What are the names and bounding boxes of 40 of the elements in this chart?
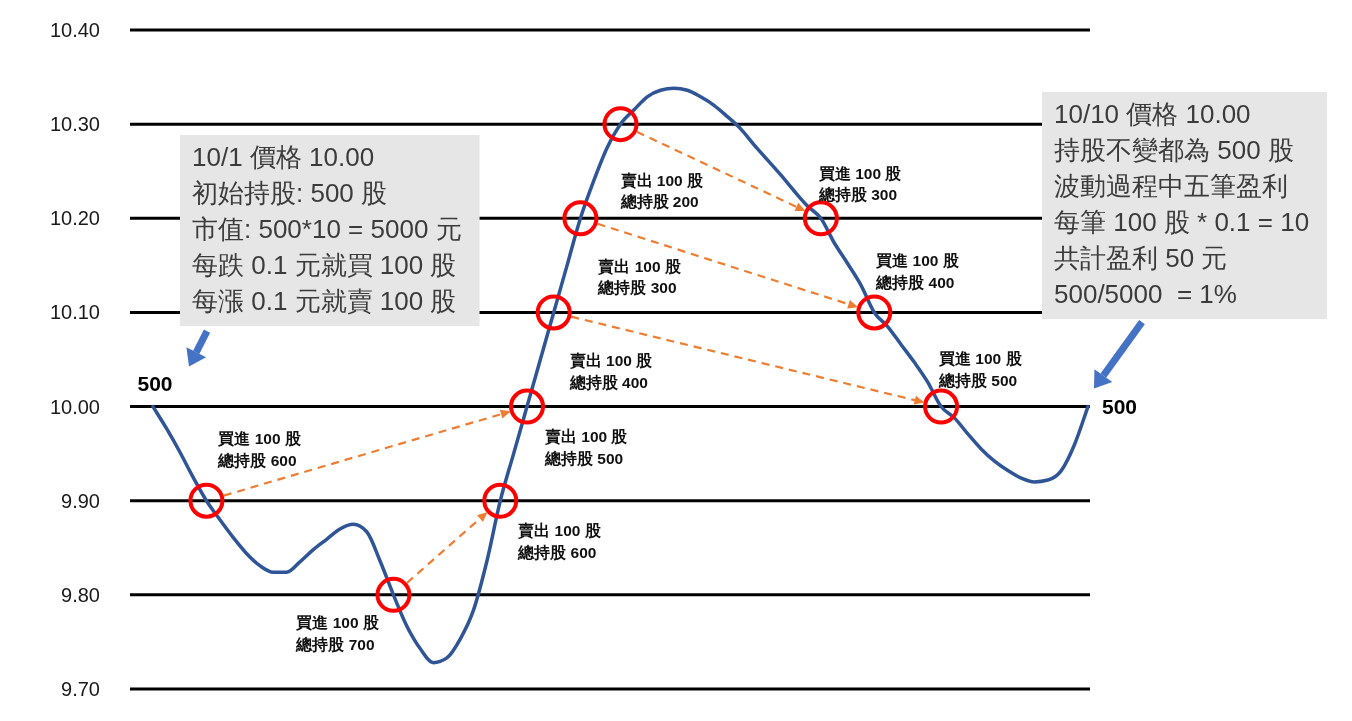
annotation: 初始持股: 500 股 [192,178,388,209]
annotation: 500 [137,371,173,395]
y-tick-label: 9.80 [61,583,100,606]
annotation: 10/1 價格 10.00 [192,142,375,173]
annotation: 波動過程中五筆盈利 [1054,171,1288,202]
data-label: 買進 100 股總持股 300 [817,164,903,204]
data-label: 賣出 100 股總持股 400 [568,351,654,391]
point [482,482,519,519]
y-tick-label: 10.20 [49,207,100,230]
data-label: 買進 100 股總持股 600 [217,430,302,469]
data-label: 買進 100 股總持股 700 [295,614,380,653]
data-label: 賣出 100 股總持股 200 [619,171,704,211]
point [535,294,572,331]
data-label: 買進 100 股總持股 500 [938,350,1023,389]
annotation: 持股不變都為 500 股 [1054,135,1294,166]
data-label: 買進 100 股總持股 400 [875,251,960,291]
point [188,482,225,519]
point [602,106,639,143]
annotation: 共計盈利 50 元 [1054,243,1228,274]
y-tick-label: 10.30 [49,113,100,136]
annotation: 10/10 價格 10.00 [1054,99,1251,130]
y-tick-label: 10.40 [49,19,100,41]
annotation: 每筆 100 股 * 0.1 = 10 [1054,207,1310,238]
data-label: 賣出 100 股總持股 600 [517,522,602,561]
annotation: 市值: 500*10 = 5000 元 [192,214,462,245]
point [923,388,960,425]
annotation: 500/5000 = 1% [1054,279,1237,310]
point [856,294,893,331]
point [509,388,545,425]
point [375,576,412,613]
text: 500 [1102,394,1138,418]
data-label: 賣出 100 股總持股 300 [597,257,682,297]
y-tick-label: 9.90 [61,489,100,512]
point [562,200,599,237]
y-tick-label: 10.00 [49,395,100,418]
annotation: 每跌 0.1 元就買 100 股 [192,250,457,281]
y-tick-label: 9.70 [61,678,100,700]
y-tick-label: 10.10 [49,301,100,324]
annotation: 每漲 0.1 元就賣 100 股 [192,286,457,317]
data-label: 賣出 100 股總持股 500 [544,428,629,467]
